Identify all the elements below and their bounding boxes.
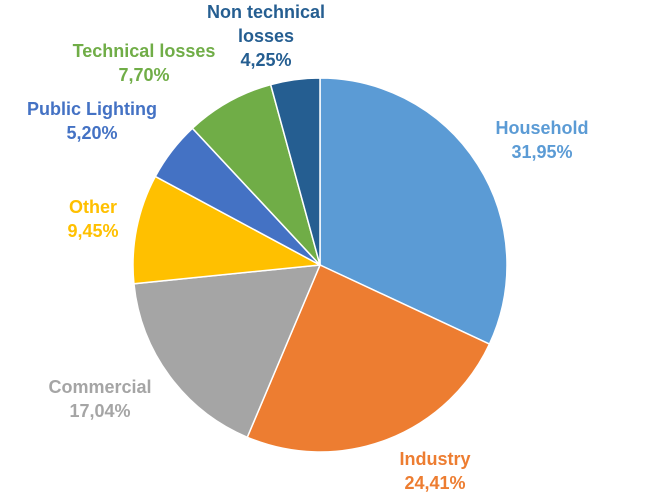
pie-slice-household (319, 77, 508, 346)
data-label-commercial: Commercial 17,04% (48, 377, 151, 421)
pie-slice-industry (246, 263, 491, 453)
data-label-value: 24,41% (404, 473, 465, 493)
data-label-name: Industry (399, 449, 470, 469)
data-label-household: Household 31,95% (496, 118, 589, 162)
data-label-value: 7,70% (118, 65, 169, 85)
pie-slice-non-technical-losses (269, 77, 321, 266)
data-label-technical-losses: Technical losses 7,70% (73, 41, 216, 85)
data-label-industry: Industry 24,41% (399, 449, 470, 493)
data-label-value: 9,45% (67, 221, 118, 241)
pie-data-labels: Household 31,95% Industry 24,41% Commercial 1… (27, 2, 588, 493)
data-label-name: Household (496, 118, 589, 138)
data-label-public-lighting: Public Lighting 5,20% (27, 99, 157, 143)
data-label-name: Other (69, 197, 117, 217)
data-label-name: Non technical (207, 2, 325, 22)
pie-slice-other (132, 175, 323, 285)
data-label-value: 5,20% (66, 123, 117, 143)
data-label-name: losses (238, 26, 294, 46)
data-label-value: 31,95% (511, 142, 572, 162)
pie-slices (132, 77, 508, 453)
data-label-name: Technical losses (73, 41, 216, 61)
data-label-other: Other 9,45% (67, 197, 118, 241)
data-label-name: Commercial (48, 377, 151, 397)
data-label-value: 4,25% (240, 50, 291, 70)
data-label-non-technical-losses: Non technical losses 4,25% (207, 2, 325, 70)
pie-slice-commercial (133, 264, 322, 439)
data-label-value: 17,04% (69, 401, 130, 421)
data-label-name: Public Lighting (27, 99, 157, 119)
